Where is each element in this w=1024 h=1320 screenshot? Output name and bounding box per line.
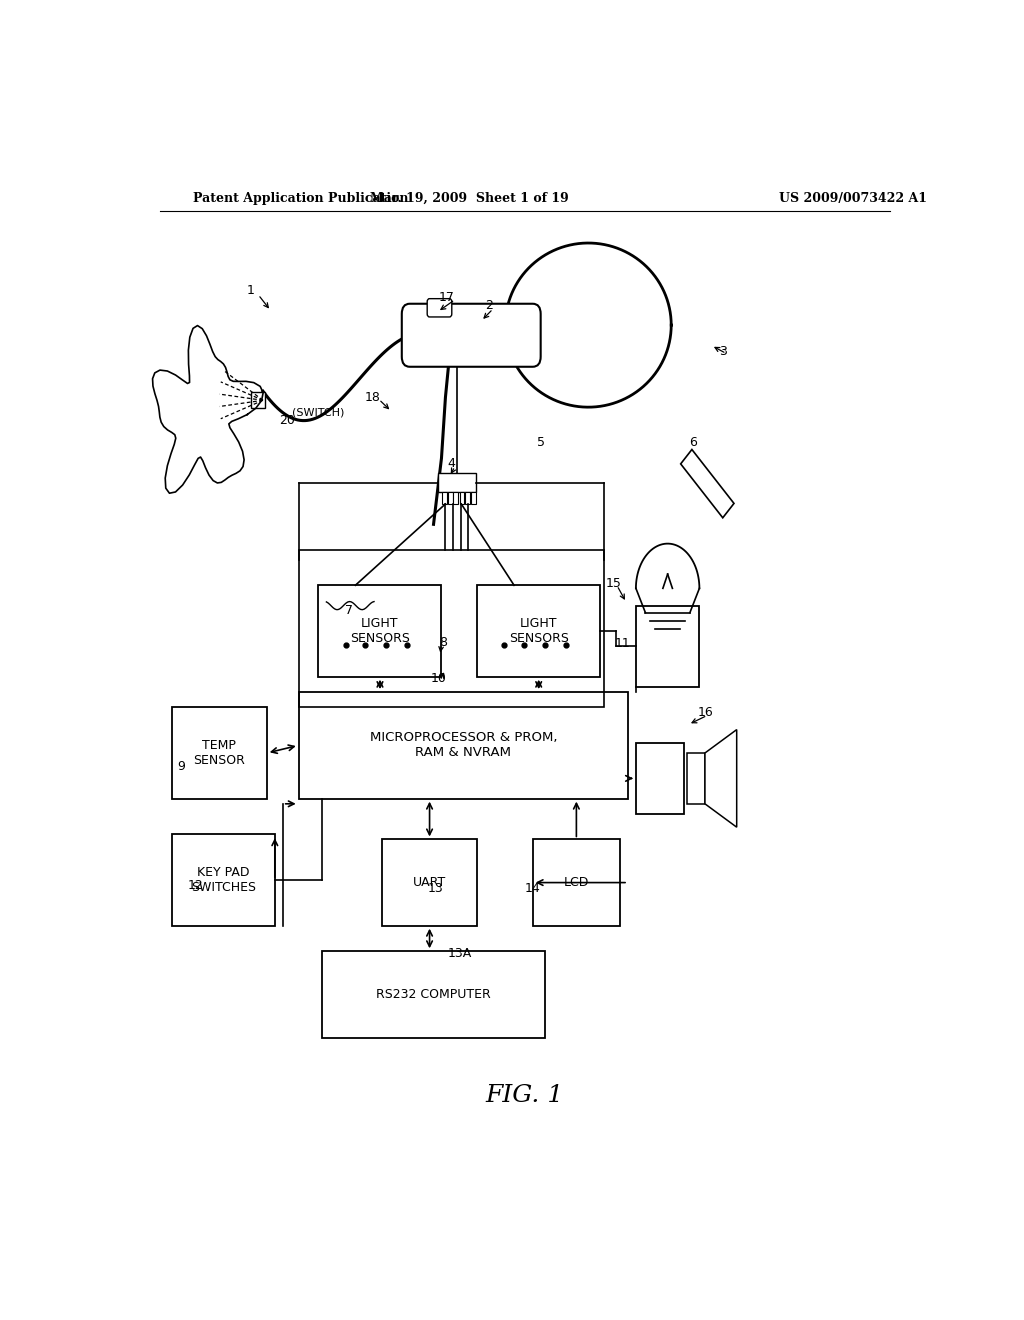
FancyBboxPatch shape [442,492,447,504]
FancyBboxPatch shape [251,392,265,408]
Text: 5: 5 [537,437,545,450]
Polygon shape [681,450,734,517]
Text: 6: 6 [689,437,697,450]
Text: 17: 17 [439,292,455,304]
FancyBboxPatch shape [427,298,452,317]
FancyBboxPatch shape [636,743,684,814]
Text: UART: UART [413,876,446,890]
Text: 10: 10 [431,672,447,685]
FancyBboxPatch shape [454,492,458,504]
Text: 13: 13 [428,882,443,895]
Text: US 2009/0073422 A1: US 2009/0073422 A1 [778,191,927,205]
Text: KEY PAD
SWITCHES: KEY PAD SWITCHES [190,866,256,894]
FancyBboxPatch shape [465,492,470,504]
Text: FIG. 1: FIG. 1 [485,1084,564,1107]
FancyBboxPatch shape [401,304,541,367]
FancyBboxPatch shape [447,492,453,504]
Text: 18: 18 [365,391,380,404]
Text: 16: 16 [698,706,714,719]
Polygon shape [705,730,736,828]
Text: 11: 11 [614,636,631,649]
Text: 4: 4 [447,457,455,470]
FancyBboxPatch shape [382,840,477,925]
FancyBboxPatch shape [471,492,475,504]
Text: TEMP
SENSOR: TEMP SENSOR [194,739,245,767]
Text: 1: 1 [247,284,255,297]
FancyBboxPatch shape [318,585,441,677]
FancyBboxPatch shape [172,708,267,799]
Text: 14: 14 [525,882,541,895]
Text: 15: 15 [606,577,622,590]
FancyBboxPatch shape [299,692,628,799]
Text: RS232 COMPUTER: RS232 COMPUTER [376,987,490,1001]
Text: 8: 8 [439,636,447,648]
FancyBboxPatch shape [437,474,475,492]
Text: LIGHT
SENSORS: LIGHT SENSORS [509,616,568,645]
FancyBboxPatch shape [477,585,600,677]
FancyBboxPatch shape [532,840,620,925]
Text: LIGHT
SENSORS: LIGHT SENSORS [350,616,410,645]
FancyBboxPatch shape [172,834,274,925]
Text: LCD: LCD [563,876,589,890]
Text: (SWITCH): (SWITCH) [292,408,345,417]
Text: Mar. 19, 2009  Sheet 1 of 19: Mar. 19, 2009 Sheet 1 of 19 [370,191,568,205]
Text: 13A: 13A [447,946,472,960]
Text: 7: 7 [345,605,352,618]
Text: 20: 20 [279,414,295,428]
FancyBboxPatch shape [460,492,465,504]
Text: 9: 9 [177,760,185,772]
FancyBboxPatch shape [687,752,705,804]
Text: 12: 12 [187,879,204,891]
Text: 2: 2 [485,300,493,313]
Text: 3: 3 [719,345,727,358]
FancyBboxPatch shape [636,606,699,686]
FancyBboxPatch shape [323,952,545,1038]
Text: MICROPROCESSOR & PROM,
RAM & NVRAM: MICROPROCESSOR & PROM, RAM & NVRAM [370,731,557,759]
Text: Patent Application Publication: Patent Application Publication [194,191,409,205]
